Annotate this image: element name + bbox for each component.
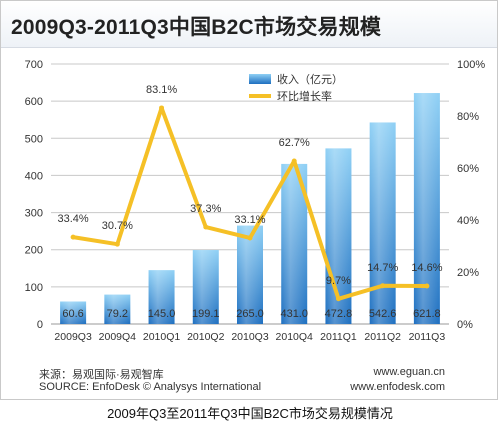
- growth-rate-point: [380, 283, 386, 289]
- x-tick-label: 2010Q1: [143, 331, 181, 343]
- left-tick-label: 100: [25, 282, 43, 294]
- growth-rate-point: [247, 235, 253, 241]
- growth-rate-point: [335, 296, 341, 302]
- chart-svg: 0 100 200 300 400 500 600 700 0% 20% 40% 60% 80% 100…: [25, 59, 486, 343]
- source-en: SOURCE: EnfoDesk © Analysys Internationa…: [39, 381, 262, 393]
- growth-rate-line: [70, 105, 430, 302]
- growth-rate-label: 37.3%: [190, 203, 221, 215]
- bar-series: [60, 93, 440, 324]
- right-axis: 0% 20% 40% 60% 80% 100%: [457, 59, 485, 331]
- x-tick-label: 2011Q3: [409, 331, 446, 343]
- caption: 2009年Q3至2011年Q3中国B2C市场交易规模情况: [107, 406, 393, 421]
- chart-title: 2009Q3-2011Q3中国B2C市场交易规模: [11, 16, 382, 39]
- bar-value-label: 199.1: [192, 308, 220, 320]
- legend: 收入（亿元） 环比增长率: [249, 72, 343, 103]
- left-tick-label: 300: [25, 208, 43, 220]
- growth-rate-label: 33.4%: [58, 213, 89, 225]
- x-axis: 2009Q3 2009Q4 2010Q1 2010Q2 2010Q3 2010Q4 2011…: [54, 331, 445, 343]
- bar-highlight: [413, 93, 440, 324]
- chart-frame: 2009Q3-2011Q3中国B2C市场交易规模 0 100 200 300 400 50…: [0, 0, 498, 400]
- growth-rate-label: 30.7%: [102, 220, 133, 232]
- growth-rate-point: [291, 158, 297, 164]
- title-bar: 2009Q3-2011Q3中国B2C市场交易规模: [1, 1, 497, 48]
- x-tick-label: 2010Q2: [187, 331, 225, 343]
- legend-line-label: 环比增长率: [277, 89, 332, 103]
- bar-value-label: 60.6: [62, 308, 83, 320]
- left-tick-label: 400: [25, 170, 43, 182]
- x-tick-label: 2011Q1: [320, 331, 357, 343]
- growth-rate-point: [203, 224, 209, 230]
- growth-rate-label: 14.6%: [411, 262, 442, 274]
- right-tick-label: 0%: [457, 319, 473, 331]
- growth-rate-point: [159, 105, 165, 111]
- left-axis: 0 100 200 300 400 500 600 700: [25, 59, 43, 331]
- bar-value-label: 79.2: [107, 308, 128, 320]
- left-tick-label: 600: [25, 96, 43, 108]
- right-tick-label: 20%: [457, 267, 479, 279]
- legend-bar-swatch: [249, 74, 271, 84]
- bar-highlight: [192, 250, 219, 324]
- x-tick-label: 2011Q2: [364, 331, 401, 343]
- x-tick-label: 2009Q3: [54, 331, 92, 343]
- growth-rate-labels: 33.4% 30.7% 83.1% 37.3% 33.1% 62.7% 9.7% 14.7% 1…: [58, 84, 443, 287]
- bar-highlight: [369, 122, 396, 324]
- growth-rate-point: [114, 241, 120, 247]
- bar-value-label: 145.0: [148, 308, 176, 320]
- growth-rate-label: 33.1%: [234, 214, 265, 226]
- growth-rate-label: 14.7%: [367, 262, 398, 274]
- bar-value-labels: 60.6 79.2 145.0 199.1 265.0 431.0 472.8 542.6 62…: [62, 308, 440, 320]
- left-tick-label: 0: [37, 319, 43, 331]
- left-tick-label: 200: [25, 245, 43, 257]
- growth-rate-label: 9.7%: [326, 275, 351, 287]
- growth-rate-label: 62.7%: [279, 137, 310, 149]
- growth-rate-label: 83.1%: [146, 84, 177, 96]
- bar-value-label: 431.0: [280, 308, 308, 320]
- right-tick-label: 100%: [457, 59, 485, 71]
- right-tick-label: 80%: [457, 111, 479, 123]
- bar-highlight: [148, 270, 175, 324]
- growth-rate-point: [70, 234, 76, 240]
- x-tick-label: 2009Q4: [99, 331, 137, 343]
- bar-value-label: 472.8: [325, 308, 353, 320]
- growth-rate-point: [424, 283, 430, 289]
- left-tick-label: 500: [25, 133, 43, 145]
- source-cn: 来源：易观国际·易观智库: [39, 369, 164, 381]
- bar-highlight: [60, 301, 87, 324]
- site-link-enfodesk[interactable]: www.enfodesk.com: [350, 381, 445, 393]
- bar-value-label: 542.6: [369, 308, 397, 320]
- left-tick-label: 700: [25, 59, 43, 71]
- right-tick-label: 60%: [457, 163, 479, 175]
- x-tick-label: 2010Q4: [276, 331, 314, 343]
- bar-value-label: 621.8: [413, 308, 441, 320]
- legend-bar-label: 收入（亿元）: [277, 72, 343, 86]
- right-tick-label: 40%: [457, 215, 479, 227]
- bar-highlight: [237, 225, 263, 324]
- x-tick-label: 2010Q3: [231, 331, 269, 343]
- site-link-eguan[interactable]: www.eguan.cn: [373, 366, 445, 378]
- bar-value-label: 265.0: [236, 308, 264, 320]
- bar-highlight: [104, 294, 131, 324]
